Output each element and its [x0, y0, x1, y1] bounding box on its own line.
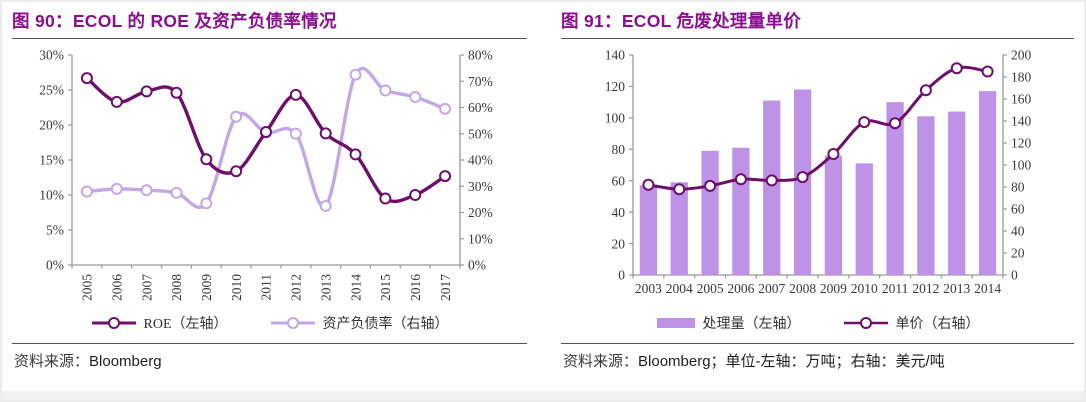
svg-text:2004: 2004 [666, 281, 693, 296]
legend-label: 处理量（左轴） [702, 317, 801, 332]
svg-text:60: 60 [612, 173, 626, 188]
svg-text:20: 20 [1011, 246, 1025, 261]
svg-text:25%: 25% [39, 83, 64, 98]
svg-text:2005: 2005 [80, 274, 95, 301]
svg-text:180: 180 [1011, 70, 1032, 85]
svg-text:2016: 2016 [408, 274, 423, 301]
svg-text:2008: 2008 [789, 281, 816, 296]
svg-text:2011: 2011 [259, 274, 274, 301]
svg-text:2008: 2008 [169, 274, 184, 301]
svg-text:2006: 2006 [109, 274, 124, 301]
svg-text:2014: 2014 [348, 274, 363, 301]
source-text: Bloomberg；单位-左轴：万吨；右轴：美元/吨 [638, 353, 945, 370]
svg-text:200: 200 [1011, 48, 1032, 63]
svg-text:2007: 2007 [758, 281, 785, 296]
svg-text:80%: 80% [468, 48, 493, 63]
svg-text:40: 40 [1011, 224, 1025, 239]
line-light-marker-icon [270, 317, 315, 329]
svg-text:2010: 2010 [229, 274, 244, 301]
svg-text:160: 160 [1011, 92, 1032, 107]
svg-text:2013: 2013 [318, 274, 333, 301]
legend-label: ROE（左轴） [143, 317, 228, 332]
svg-text:2005: 2005 [697, 281, 724, 296]
svg-text:2007: 2007 [139, 274, 154, 301]
chart-title-91: 图 91：ECOL 危废处理量单价 [561, 11, 802, 31]
legend-90: ROE（左轴） 资产负债率（右轴） [12, 311, 527, 335]
svg-text:2013: 2013 [943, 281, 970, 296]
source-label: 资料来源： [563, 354, 639, 370]
line-dark-marker-icon [843, 317, 888, 329]
svg-text:60%: 60% [468, 100, 493, 115]
svg-text:40: 40 [612, 205, 626, 220]
source-label: 资料来源： [14, 354, 90, 370]
svg-text:120: 120 [1011, 136, 1032, 151]
svg-text:140: 140 [1011, 114, 1032, 129]
panel-figure-90: 图 90：ECOL 的 ROE 及资产负债率情况 0% 5% 10% 15% 20% 25… [2, 2, 543, 400]
svg-text:20: 20 [612, 236, 626, 251]
svg-text:2006: 2006 [727, 281, 754, 296]
svg-text:10%: 10% [39, 188, 64, 203]
svg-text:120: 120 [605, 79, 626, 94]
svg-text:80: 80 [1011, 180, 1025, 195]
svg-text:0: 0 [1011, 268, 1018, 283]
title-divider [561, 38, 1074, 39]
title-divider [12, 38, 527, 39]
svg-text:0: 0 [618, 268, 625, 283]
svg-text:140: 140 [605, 48, 626, 63]
svg-text:2011: 2011 [882, 281, 909, 296]
roe-leverage-chart: 0% 5% 10% 15% 20% 25% 30% 0% 10% 20% 30% 40% 50% 60% 7… [39, 48, 493, 301]
svg-text:2012: 2012 [289, 274, 304, 301]
svg-text:100: 100 [605, 111, 626, 126]
line-dark-marker-icon [91, 317, 136, 329]
svg-text:2009: 2009 [199, 274, 214, 301]
svg-text:50%: 50% [468, 126, 493, 141]
legend-91: 处理量（左轴） 单价（右轴） [561, 311, 1074, 335]
svg-text:0%: 0% [468, 258, 486, 273]
source-row: 资料来源：Bloomberg；单位-左轴：万吨；右轴：美元/吨 [561, 344, 1074, 371]
svg-text:40%: 40% [468, 153, 493, 168]
page-bottom-strip [2, 391, 1084, 400]
panel-figure-91: 图 91：ECOL 危废处理量单价 0 20 40 60 80 100 120 140 0 20 4… [543, 2, 1084, 400]
svg-text:2012: 2012 [912, 281, 939, 296]
svg-text:2010: 2010 [851, 281, 878, 296]
svg-text:30%: 30% [39, 48, 64, 63]
legend-label: 单价（右轴） [895, 317, 980, 332]
legend-label: 资产负债率（右轴） [322, 317, 449, 332]
svg-text:30%: 30% [468, 179, 493, 194]
svg-text:15%: 15% [39, 153, 64, 168]
source-divider [12, 343, 527, 344]
source-row: 资料来源：Bloomberg [12, 344, 527, 371]
svg-text:0%: 0% [46, 258, 64, 273]
chart-title-90: 图 90：ECOL 的 ROE 及资产负债率情况 [12, 11, 337, 31]
bar-marker-icon [656, 318, 695, 328]
svg-text:70%: 70% [468, 74, 493, 89]
svg-text:100: 100 [1011, 158, 1032, 173]
volume-price-chart: 0 20 40 60 80 100 120 140 0 20 40 60 80 100 120 140 160 1… [605, 48, 1032, 296]
svg-text:20%: 20% [39, 118, 64, 133]
svg-text:2009: 2009 [820, 281, 847, 296]
svg-text:60: 60 [1011, 202, 1025, 217]
svg-text:5%: 5% [46, 223, 64, 238]
legend-item-price: 单价（右轴） [843, 313, 980, 333]
svg-text:2017: 2017 [438, 274, 453, 301]
legend-item-volume: 处理量（左轴） [656, 313, 801, 333]
svg-text:2014: 2014 [974, 281, 1001, 296]
legend-item-leverage: 资产负债率（右轴） [270, 313, 449, 333]
svg-text:2015: 2015 [378, 274, 393, 301]
svg-text:2003: 2003 [635, 281, 662, 296]
svg-text:80: 80 [612, 142, 626, 157]
source-divider [561, 343, 1074, 344]
svg-text:20%: 20% [468, 205, 493, 220]
source-text: Bloomberg [89, 353, 162, 370]
svg-text:10%: 10% [468, 231, 493, 246]
legend-item-roe: ROE（左轴） [91, 313, 228, 333]
